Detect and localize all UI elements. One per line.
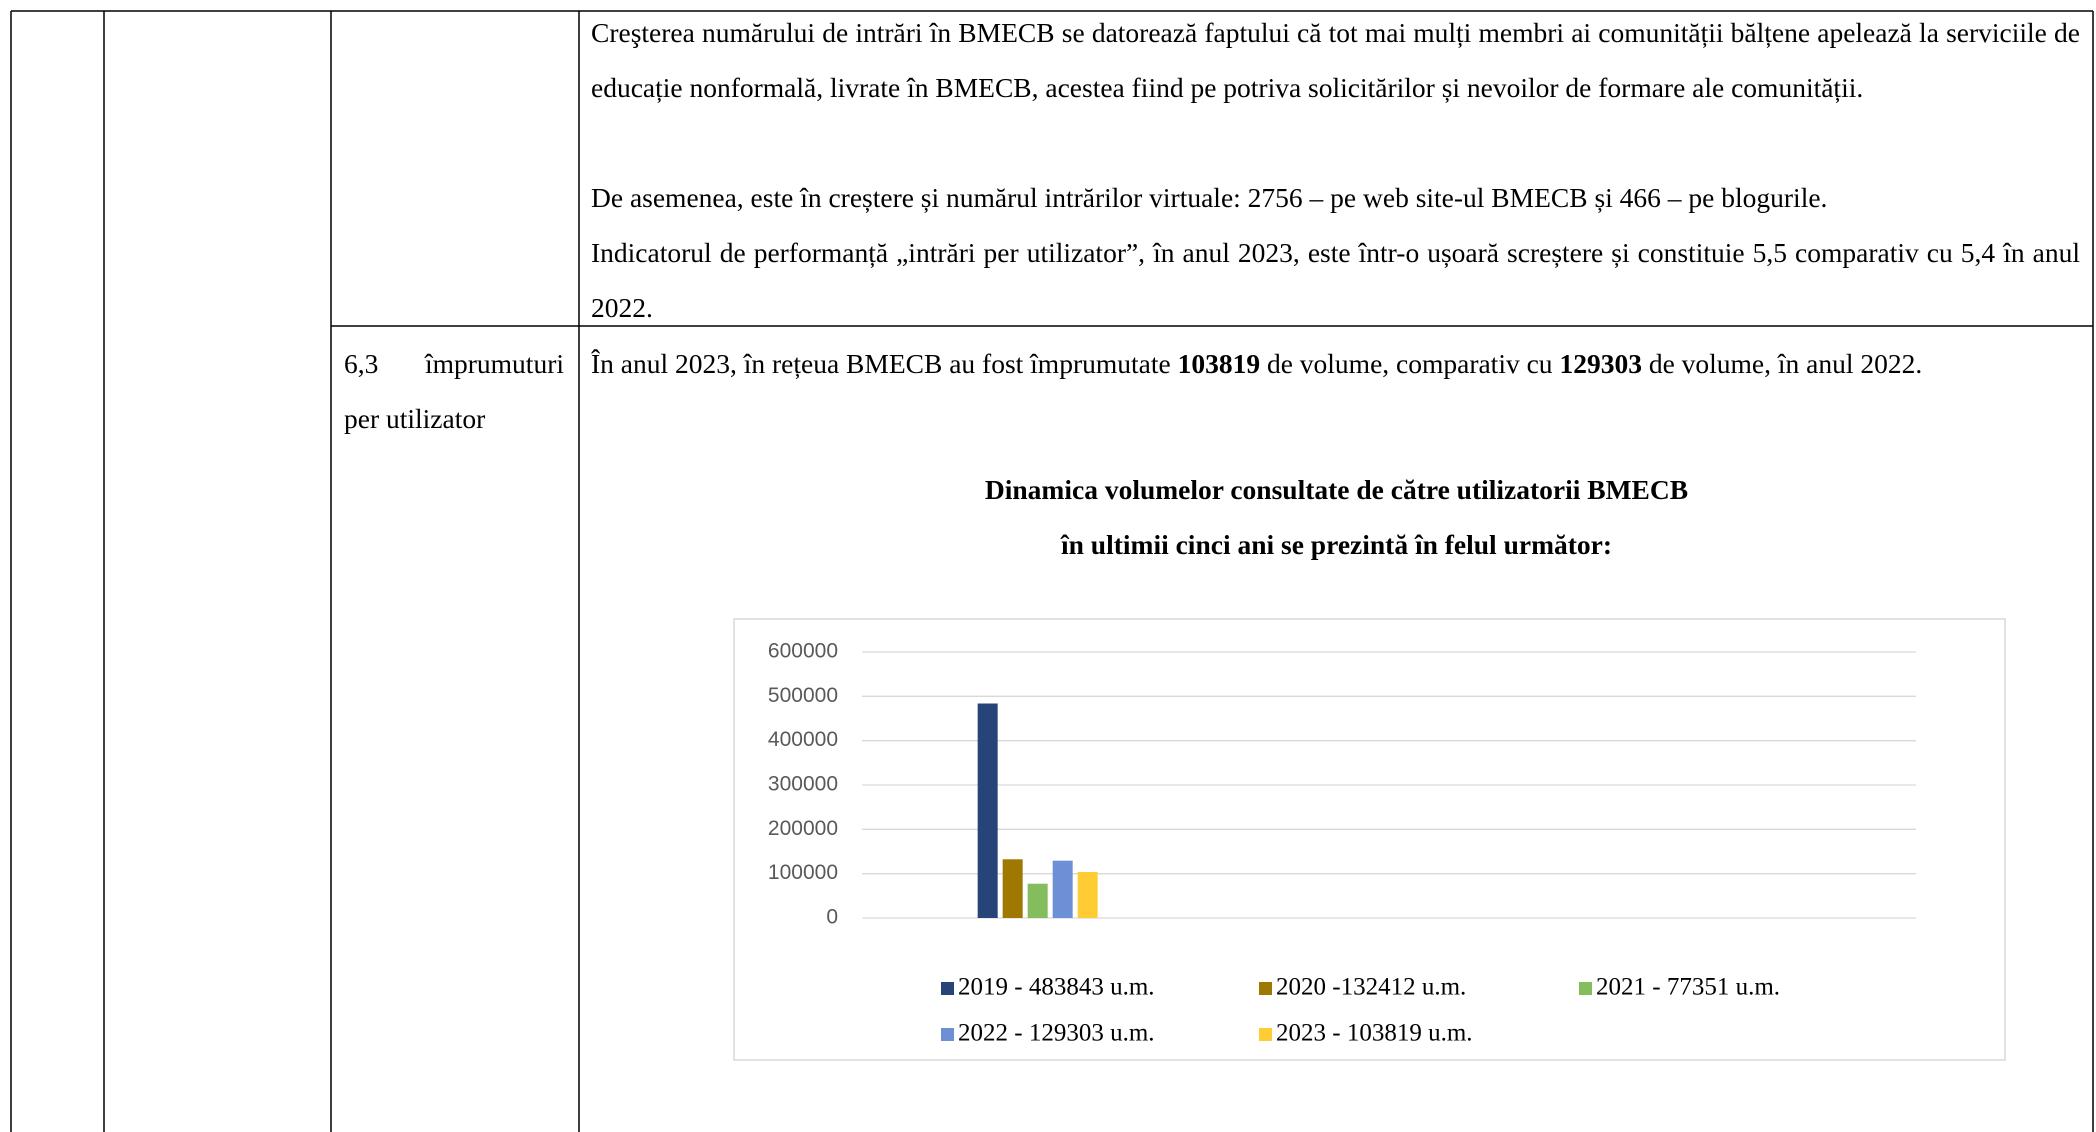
bar [1077,871,1098,918]
y-tick-label: 100000 [768,861,838,884]
y-tick-label: 600000 [768,640,838,663]
paragraph: Indicatorul de performanță „intrări per … [591,237,2080,323]
bar [1052,860,1073,918]
legend-swatch [1259,1028,1272,1041]
legend-swatch [941,1028,954,1041]
bar [1002,859,1023,918]
legend-label: 2022 - 129303 u.m. [958,1020,1155,1047]
legend-swatch [941,982,954,995]
y-tick-label: 400000 [768,728,838,751]
row-label: 6,3 împrumuturi per utilizator [344,348,564,434]
legend-swatch [1259,982,1272,995]
chart-subtitle: în ultimii cinci ani se prezintă în felu… [1061,529,1612,560]
paragraph: În anul 2023, în rețeua BMECB au fost îm… [591,346,2091,381]
bar [1027,883,1048,918]
bar [977,703,998,918]
legend-label: 2020 -132412 u.m. [1276,974,1466,1001]
chart-frame [733,618,2006,1061]
legend-label: 2023 - 103819 u.m. [1276,1020,1473,1047]
y-tick-label: 200000 [768,817,838,840]
number: 129303 [1559,348,1642,379]
number: 103819 [1177,348,1261,379]
y-tick-label: 300000 [768,773,838,796]
chart: 0 100000 200000 300000 400000 500000 600000 201… [768,640,1916,1047]
table-lines [10,10,2094,1132]
text: de volume, comparativ cu [1260,348,1560,379]
y-tick-label: 0 [826,906,838,929]
paragraph: Creşterea numărului de intrări în BMECB … [591,17,2080,103]
paragraph: De asemenea, este în creștere și numărul… [591,182,1828,213]
legend-label: 2019 - 483843 u.m. [958,974,1155,1001]
legend-swatch [1579,982,1592,995]
y-tick-label: 500000 [768,684,838,707]
legend-label: 2021 - 77351 u.m. [1596,974,1780,1001]
text: de volume, în anul 2022. [1641,348,1923,379]
text: În anul 2023, în rețeua BMECB au fost îm… [591,348,1178,379]
chart-title: Dinamica volumelor consultate de către u… [984,474,1689,505]
